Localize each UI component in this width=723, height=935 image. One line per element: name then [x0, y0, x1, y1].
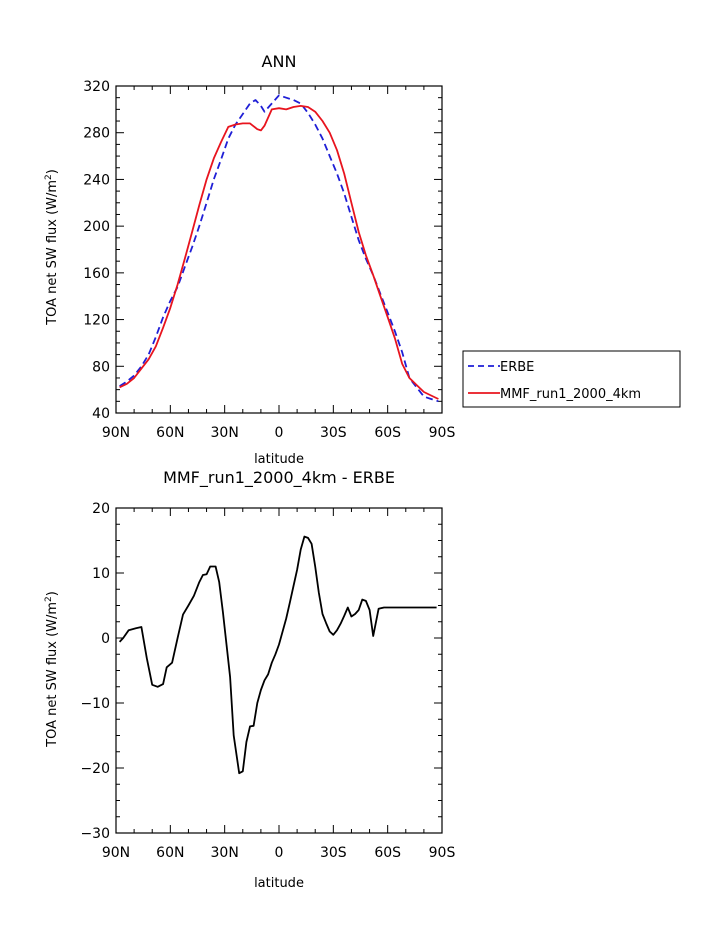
y-tick-label: −10	[80, 696, 110, 712]
x-tick-label: 90N	[102, 845, 130, 861]
y-tick-label: 20	[92, 501, 110, 517]
y-axis-label-prefix: TOA net SW flux (W/m	[45, 602, 60, 748]
x-tick-labels: 90N 60N 30N 0 30S 60S 90S	[102, 845, 456, 861]
plot-frame	[115, 507, 443, 834]
x-tick-label: 60S	[374, 425, 401, 441]
series-line-mmf-run1-2000-4km-erbe	[118, 535, 437, 775]
y-axis-label-suffix: )	[45, 591, 60, 596]
y-tick-label: −20	[80, 761, 110, 777]
x-axis-label: latitude	[254, 452, 304, 467]
y-tick-label: −30	[80, 826, 110, 842]
y-axis-label: TOA net SW flux (W/m2)	[44, 591, 60, 748]
chart-title: ANN	[262, 52, 297, 71]
y-tick-label: 240	[83, 172, 110, 188]
x-axis-label: latitude	[254, 876, 304, 891]
legend-label-mmf: MMF_run1_2000_4km	[500, 387, 641, 402]
x-tick-label: 60N	[156, 845, 184, 861]
x-tick-label: 60N	[156, 425, 184, 441]
tick-marks	[115, 85, 443, 414]
y-tick-label: 280	[83, 126, 110, 142]
y-tick-label: 160	[83, 266, 110, 282]
y-axis-label-sup: 2	[44, 596, 54, 602]
y-tick-label: 0	[101, 631, 110, 647]
y-tick-label: 200	[83, 219, 110, 235]
x-tick-label: 90N	[102, 425, 130, 441]
y-axis-label-suffix: )	[45, 169, 60, 174]
series-lines	[119, 94, 439, 403]
y-tick-label: 120	[83, 313, 110, 329]
x-tick-labels: 90N 60N 30N 0 30S 60S 90S	[102, 425, 456, 441]
series-lines	[118, 535, 437, 775]
y-axis-label-prefix: TOA net SW flux (W/m	[45, 180, 60, 326]
x-tick-label: 0	[275, 845, 284, 861]
y-tick-label: 80	[92, 359, 110, 375]
plot-frame	[115, 85, 443, 414]
legend: ERBE MMF_run1_2000_4km	[462, 350, 681, 408]
y-tick-label: 40	[92, 406, 110, 422]
series-line-mmf-run1-2000-4km	[119, 105, 439, 400]
x-tick-label: 90S	[429, 845, 456, 861]
x-tick-label: 90S	[429, 425, 456, 441]
y-axis-label-sup: 2	[44, 174, 54, 180]
y-axis-label: TOA net SW flux (W/m2)	[44, 169, 60, 326]
series-line-erbe	[119, 94, 439, 403]
chart-title: MMF_run1_2000_4km - ERBE	[163, 468, 395, 488]
y-tick-label: 320	[83, 79, 110, 95]
legend-label-erbe: ERBE	[500, 360, 534, 375]
x-tick-label: 30N	[211, 425, 239, 441]
flux-comparison-chart: ANN 90N 60N 30N 0 30S 60S 90S 4080120160200240…	[44, 52, 681, 467]
x-tick-label: 30N	[211, 845, 239, 861]
x-tick-label: 30S	[320, 425, 347, 441]
x-tick-label: 30S	[320, 845, 347, 861]
x-tick-label: 0	[275, 425, 284, 441]
legend-box	[462, 350, 681, 408]
y-tick-labels: 40 80 120 160 200 240 280 320	[83, 79, 110, 422]
tick-marks	[115, 507, 443, 834]
x-tick-label: 60S	[374, 845, 401, 861]
y-tick-label: 10	[92, 566, 110, 582]
y-tick-labels: −30 −20 −10 0 10 20	[80, 501, 110, 842]
difference-chart: MMF_run1_2000_4km - ERBE 90N 60N 30N 0 30S 60…	[44, 468, 455, 891]
